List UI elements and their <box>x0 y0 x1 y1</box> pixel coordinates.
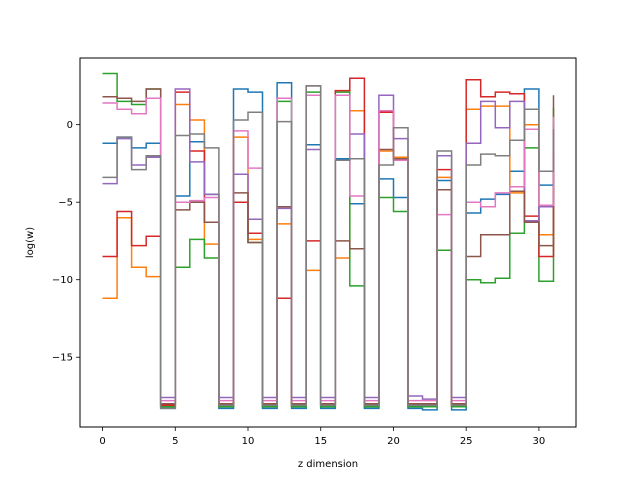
y-ticks: −15 −10 −5 0 <box>52 120 80 364</box>
plot-frame <box>79 57 577 428</box>
x-tick-label: 25 <box>460 436 473 447</box>
x-tick-label: 30 <box>533 436 546 447</box>
y-tick-label: −5 <box>58 198 73 209</box>
y-tick-label: 0 <box>67 120 73 131</box>
plot-area <box>80 58 576 427</box>
y-tick-label: −10 <box>52 275 73 286</box>
x-ticks: 0 5 10 15 20 25 30 <box>99 427 545 447</box>
x-axis-label: z dimension <box>298 459 358 470</box>
series-line-3 <box>102 72 555 408</box>
y-tick-label: −15 <box>52 353 73 364</box>
x-tick-label: 20 <box>387 436 400 447</box>
x-tick-label: 15 <box>314 436 327 447</box>
x-tick-label: 0 <box>99 436 105 447</box>
series-layer <box>102 72 555 411</box>
y-axis-label: log(w) <box>25 227 36 258</box>
series-line-8 <box>102 85 555 410</box>
x-tick-label: 10 <box>242 436 255 447</box>
x-tick-label: 5 <box>172 436 178 447</box>
series-line-7 <box>102 94 555 402</box>
